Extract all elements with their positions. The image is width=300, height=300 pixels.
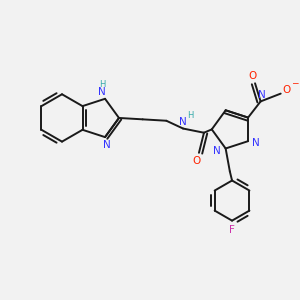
Text: N: N (213, 146, 221, 156)
Text: O: O (283, 85, 291, 95)
Text: N: N (178, 117, 186, 127)
Text: O: O (248, 70, 256, 80)
Text: −: − (291, 79, 298, 88)
Text: N: N (103, 140, 110, 150)
Text: N: N (252, 138, 260, 148)
Text: H: H (188, 111, 194, 120)
Text: N: N (98, 87, 106, 97)
Text: N: N (258, 90, 266, 100)
Text: H: H (99, 80, 105, 89)
Text: O: O (192, 156, 200, 166)
Text: F: F (229, 225, 234, 235)
